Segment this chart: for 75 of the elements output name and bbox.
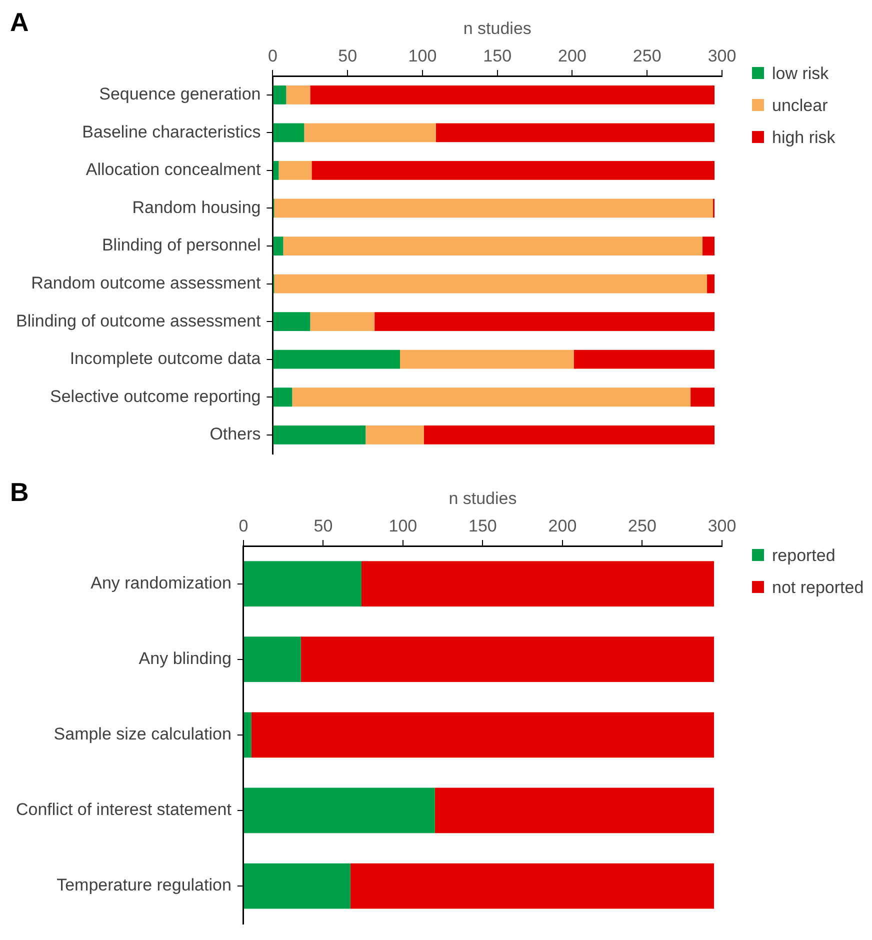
y-tick-label: Any blinding (138, 649, 232, 668)
bar (312, 161, 715, 180)
bar (273, 312, 310, 332)
y-tick-label: Random outcome assessment (31, 273, 262, 292)
bar (424, 425, 715, 444)
bar (244, 561, 362, 606)
bar (436, 123, 715, 142)
y-tick-label: Conflict of interest statement (16, 800, 232, 820)
x-tick-label: 300 (708, 46, 736, 66)
bar (283, 236, 703, 256)
bar (273, 236, 284, 256)
bar (244, 712, 252, 758)
bar (273, 161, 279, 180)
bar (274, 274, 708, 294)
bar (374, 312, 715, 332)
y-tick-label: Sequence generation (99, 84, 261, 104)
bar (274, 198, 714, 218)
x-tick-label: 0 (268, 46, 278, 66)
x-axis-title: n studies (463, 19, 532, 38)
x-tick-label: 50 (314, 516, 333, 536)
legend-label: low risk (772, 64, 829, 83)
x-tick-label: 300 (708, 516, 736, 536)
bar (366, 425, 424, 444)
y-tick-label: Allocation concealment (86, 160, 262, 180)
bar (273, 123, 304, 142)
y-tick-label: Baseline characteristics (82, 122, 261, 142)
text: B (10, 476, 29, 507)
bar (292, 388, 691, 407)
x-tick-label: 250 (628, 516, 656, 536)
bar (273, 350, 400, 369)
y-tick-label: Incomplete outcome data (70, 349, 262, 368)
bar (273, 388, 292, 407)
bar (310, 85, 715, 104)
text: A (10, 6, 29, 37)
x-tick-label: 100 (408, 46, 437, 66)
y-tick-label: Temperature regulation (56, 876, 232, 895)
bar (400, 350, 574, 369)
legend-label: not reported (772, 578, 864, 597)
bar (244, 788, 435, 834)
bar (273, 425, 366, 444)
y-tick-label: Random housing (132, 198, 261, 217)
bar (702, 236, 715, 256)
x-axis-title: n studies (448, 489, 517, 508)
bar (350, 863, 714, 909)
bar (300, 636, 714, 682)
bar (310, 312, 375, 332)
bar (690, 388, 715, 407)
bar (707, 274, 715, 294)
y-tick-label: Blinding of personnel (102, 236, 261, 255)
bar (244, 636, 301, 682)
legend-label: reported (772, 546, 836, 565)
bar (434, 788, 714, 834)
y-tick-label: Others (210, 424, 261, 444)
x-tick-label: 150 (483, 46, 512, 66)
bar (361, 561, 714, 606)
bar (244, 863, 350, 909)
bar (304, 123, 436, 142)
bar (273, 85, 286, 104)
x-tick-label: 200 (548, 516, 577, 536)
legend-label: high risk (772, 128, 836, 147)
bar (286, 85, 310, 104)
legend-label: unclear (772, 96, 828, 115)
bar (278, 161, 312, 180)
x-tick-label: 0 (238, 516, 248, 536)
x-tick-label: 200 (558, 46, 586, 66)
x-tick-label: 100 (388, 516, 418, 536)
y-tick-label: Any randomization (90, 573, 232, 592)
y-tick-label: Blinding of outcome assessment (16, 311, 262, 330)
x-tick-label: 150 (468, 516, 497, 536)
y-tick-label: Selective outcome reporting (50, 386, 261, 406)
x-tick-label: 50 (338, 46, 358, 66)
bar (251, 712, 714, 758)
y-tick-label: Sample size calculation (54, 724, 232, 744)
x-tick-label: 250 (632, 46, 662, 66)
bar (574, 350, 715, 369)
